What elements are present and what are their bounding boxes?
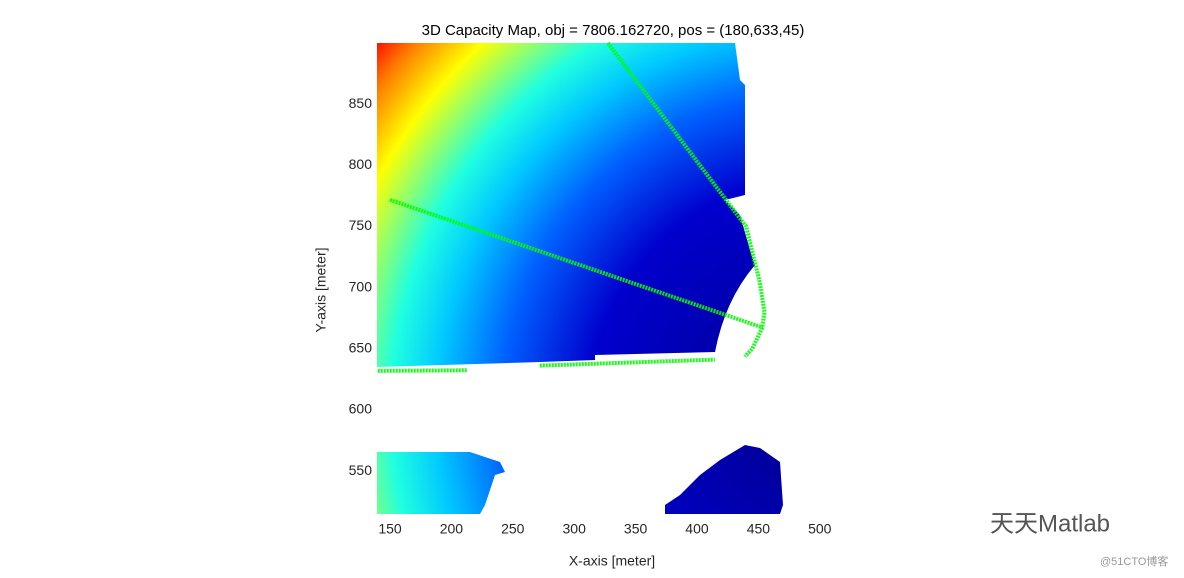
- x-tick-label: 400: [685, 521, 709, 537]
- y-tick-label: 800: [349, 156, 373, 172]
- x-tick-label: 350: [624, 521, 648, 537]
- field-region: [377, 43, 755, 367]
- series-line: [606, 41, 767, 358]
- watermark: 天天Matlab: [990, 510, 1110, 537]
- y-tick-label: 550: [349, 462, 373, 478]
- x-tick-label: 300: [563, 521, 587, 537]
- y-tick-label: 600: [349, 401, 373, 417]
- y-tick-label: 700: [349, 278, 373, 294]
- capacity-field: [377, 43, 783, 514]
- x-tick-label: 450: [747, 521, 771, 537]
- x-tick-label: 150: [378, 521, 402, 537]
- y-tick-label: 650: [349, 340, 373, 356]
- series-line: [539, 357, 715, 368]
- field-region: [665, 445, 783, 514]
- y-axis-label: Y-axis [meter]: [313, 247, 329, 332]
- chart-title: 3D Capacity Map, obj = 7806.162720, pos …: [422, 22, 805, 39]
- watermark-source: @51CTO博客: [1100, 554, 1168, 568]
- x-tick-label: 200: [440, 521, 464, 537]
- y-tick-label: 850: [349, 95, 373, 111]
- series-line: [389, 197, 764, 330]
- x-tick-label: 250: [501, 521, 525, 537]
- y-tick-label: 750: [349, 217, 373, 233]
- x-axis-label: X-axis [meter]: [569, 553, 655, 569]
- series-line: [377, 368, 468, 373]
- field-region: [377, 452, 505, 514]
- x-tick-label: 500: [808, 521, 832, 537]
